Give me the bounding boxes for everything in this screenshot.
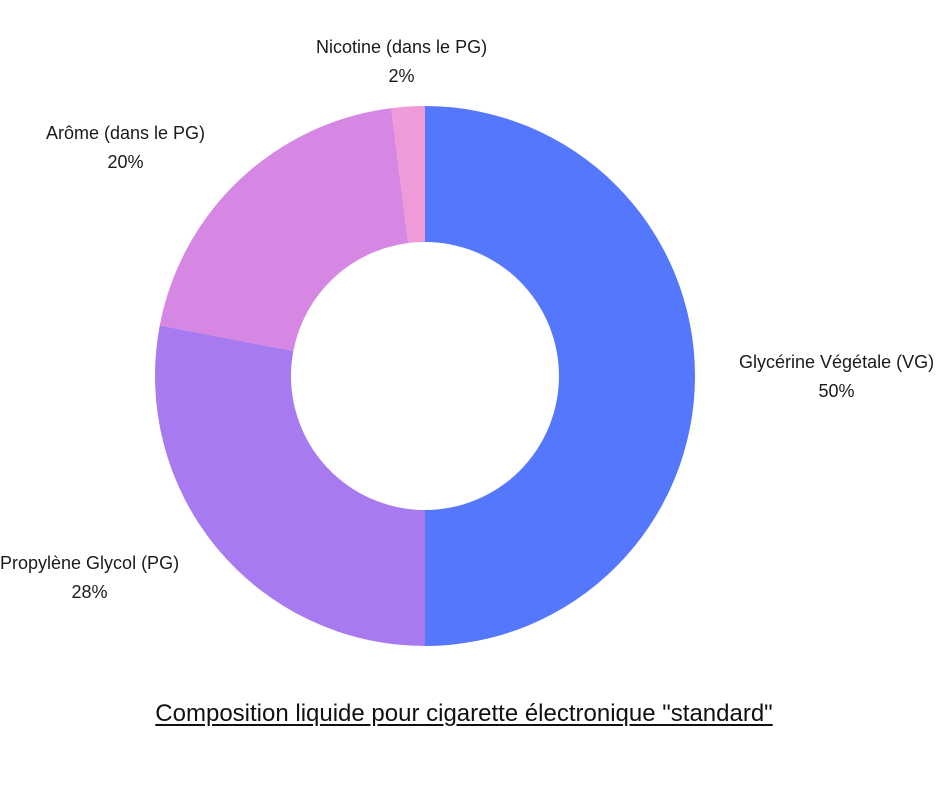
slice-label-nicotine: Nicotine (dans le PG) 2% xyxy=(316,33,487,91)
slice-label-pg-name: Propylène Glycol (PG) xyxy=(0,553,180,573)
slice-label-vg-name: Glycérine Végétale (VG) xyxy=(739,352,935,372)
slice-label-pg-value: 28% xyxy=(71,582,108,602)
slice-label-nicotine-name: Nicotine (dans le PG) xyxy=(316,37,488,57)
slice-label-nicotine-value: 2% xyxy=(388,66,415,86)
slice-label-pg: Propylène Glycol (PG) 28% xyxy=(0,549,179,607)
slice-label-vg-value: 50% xyxy=(818,381,855,401)
slice-label-vg: Glycérine Végétale (VG) 50% xyxy=(739,348,934,406)
slice-pg xyxy=(154,325,426,646)
slice-label-arome: Arôme (dans le PG) 20% xyxy=(46,119,205,177)
slice-vg xyxy=(425,106,695,646)
slice-arome xyxy=(159,108,409,351)
slice-label-arome-name: Arôme (dans le PG) xyxy=(46,123,206,143)
slice-label-arome-value: 20% xyxy=(107,152,144,172)
chart-title: Composition liquide pour cigarette élect… xyxy=(155,700,773,727)
slice-nicotine xyxy=(391,106,425,244)
